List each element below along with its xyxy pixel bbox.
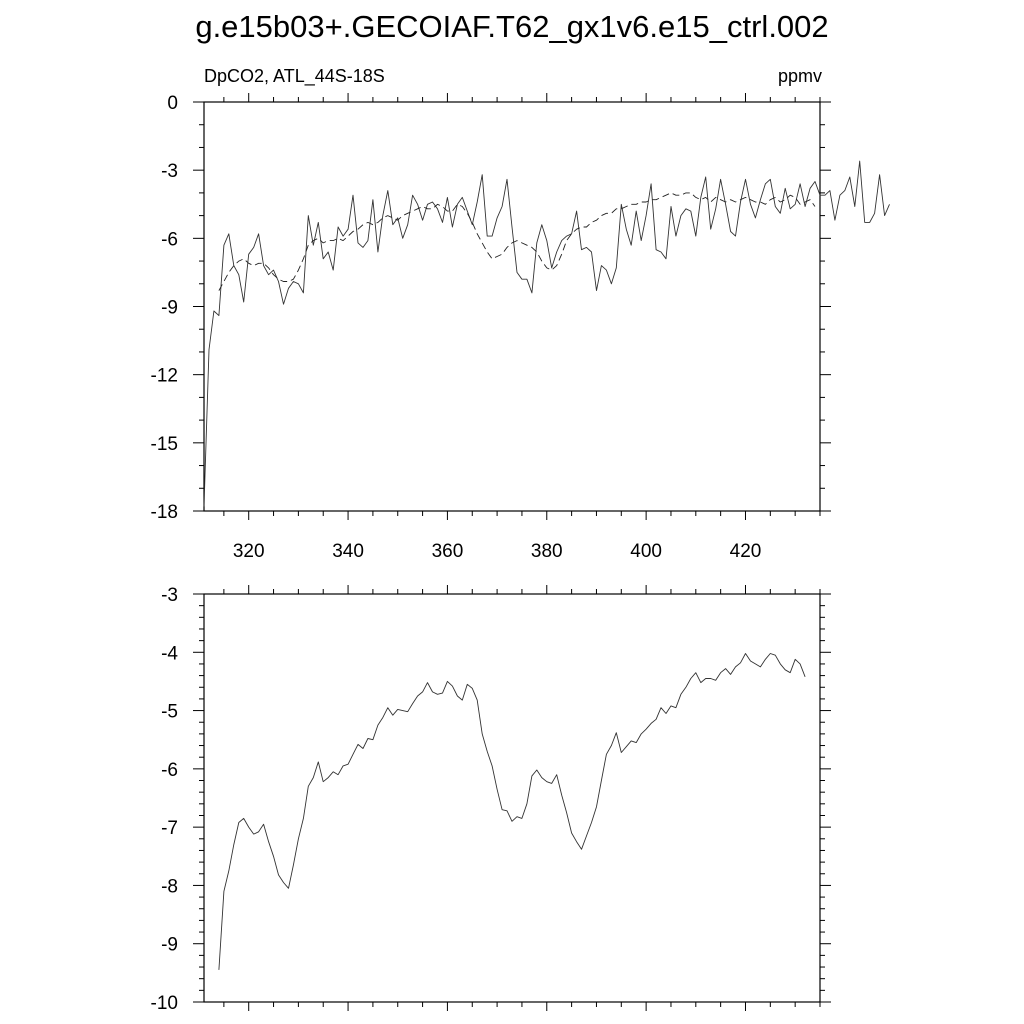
- x-tick-label: 320: [233, 541, 265, 562]
- variable-label: DpCO2, ATL_44S-18S: [204, 66, 385, 87]
- series-line-solid: [203, 160, 890, 507]
- y-tick-label: -9: [161, 935, 178, 956]
- x-tick-label: 380: [531, 541, 563, 562]
- y-tick-label: -7: [161, 818, 178, 839]
- y-tick-label: 0: [167, 93, 178, 114]
- y-tick-label: -3: [161, 585, 178, 606]
- bottom-plot-area: -3 -4 -5 -6 -7 -8 -9 -10: [151, 585, 831, 1014]
- y-tick-label: -15: [151, 434, 178, 455]
- y-tick-label: -6: [161, 760, 178, 781]
- y-tick-label: -12: [151, 366, 178, 387]
- plot-frame: [203, 101, 821, 512]
- y-tick-label: -18: [151, 502, 178, 523]
- top-plot-area: 320 340 360 380 400 420 0 -3 -6 -9 -12 -15 -18: [151, 93, 890, 562]
- series-line-dashed: [218, 192, 816, 291]
- y-tick-label: -8: [161, 876, 178, 897]
- x-tick-label: 420: [730, 541, 762, 562]
- x-tick-label: 340: [332, 541, 364, 562]
- plot-frame: [203, 593, 821, 1003]
- panel-bottom: -3 -4 -5 -6 -7 -8 -9 -10: [151, 585, 831, 1014]
- y-tick-label: -6: [161, 229, 178, 250]
- x-tick-label: 400: [630, 541, 662, 562]
- figure-title: g.e15b03+.GECOIAF.T62_gx1v6.e15_ctrl.002: [195, 9, 828, 44]
- series-line-solid: [218, 653, 806, 970]
- panel-top: DpCO2, ATL_44S-18S ppmv 320 340 360 380 400 4…: [151, 66, 890, 562]
- y-tick-label: -10: [151, 993, 178, 1014]
- y-tick-label: -4: [161, 643, 178, 664]
- units-label: ppmv: [778, 66, 822, 86]
- x-tick-label: 360: [432, 541, 464, 562]
- y-tick-label: -5: [161, 702, 178, 723]
- y-tick-label: -3: [161, 161, 178, 182]
- y-tick-label: -9: [161, 298, 178, 319]
